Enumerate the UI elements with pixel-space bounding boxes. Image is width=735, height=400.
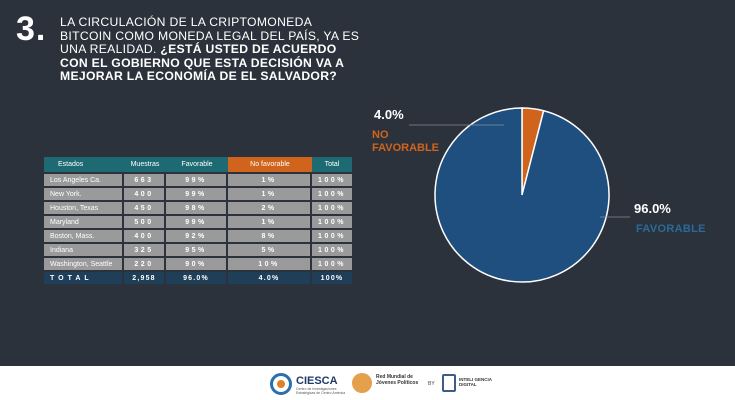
cell-favorable: 92% bbox=[166, 230, 228, 242]
table-row: Boston, Mass. 400 92% 8% 100% bbox=[44, 230, 352, 242]
cell-favorable: 99% bbox=[166, 174, 228, 186]
table-row: Maryland 500 99% 1% 100% bbox=[44, 216, 352, 228]
header-estados: Estados bbox=[44, 157, 124, 172]
cell-favorable: 95% bbox=[166, 244, 228, 256]
table-row: New York. 400 99% 1% 100% bbox=[44, 188, 352, 200]
cell-estado: Los Angeles Ca. bbox=[44, 174, 124, 186]
no-favorable-percent: 4.0% bbox=[374, 107, 404, 122]
question-text-plain: LA CIRCULACIÓN DE LA CRIPTOMONEDA BITCOI… bbox=[60, 15, 360, 57]
cell-muestras: 500 bbox=[124, 216, 166, 228]
by-text: BY bbox=[428, 381, 435, 387]
cell-estado: Maryland bbox=[44, 216, 124, 228]
question-text-bold: ¿ESTÁ USTED DE ACUERDO CON EL GOBIERNO Q… bbox=[60, 42, 344, 84]
cell-muestras: 220 bbox=[124, 258, 166, 270]
total-cell-total: 100% bbox=[312, 272, 352, 284]
total-cell-no-favorable: 4.0% bbox=[228, 272, 312, 284]
cell-favorable: 90% bbox=[166, 258, 228, 270]
footer-logos: CIESCA Centro de Investigaciones Estraté… bbox=[270, 372, 510, 396]
inteligencia-digital-logo-icon bbox=[442, 374, 456, 392]
ciesca-logo-text: CIESCA bbox=[296, 375, 338, 387]
cell-no-favorable: 2% bbox=[228, 202, 312, 214]
total-cell-favorable: 96.0% bbox=[166, 272, 228, 284]
cell-no-favorable: 1% bbox=[228, 188, 312, 200]
table-row: Indiana 325 95% 5% 100% bbox=[44, 244, 352, 256]
cell-total: 100% bbox=[312, 188, 352, 200]
cell-muestras: 663 bbox=[124, 174, 166, 186]
cell-total: 100% bbox=[312, 202, 352, 214]
header-no-favorable: No favorable bbox=[228, 157, 312, 172]
cell-total: 100% bbox=[312, 174, 352, 186]
table-body: Los Angeles Ca. 663 99% 1% 100% New York. 400 9… bbox=[44, 174, 352, 284]
results-table: Estados Muestras Favorable No favorable … bbox=[44, 155, 352, 286]
cell-estado: Indiana bbox=[44, 244, 124, 256]
cell-estado: Houston, Texas bbox=[44, 202, 124, 214]
cell-total: 100% bbox=[312, 244, 352, 256]
cell-total: 100% bbox=[312, 258, 352, 270]
cell-no-favorable: 10% bbox=[228, 258, 312, 270]
cell-total: 100% bbox=[312, 230, 352, 242]
cell-no-favorable: 1% bbox=[228, 216, 312, 228]
red-mundial-logo-text: Red Mundial de Jóvenes Políticos bbox=[376, 374, 419, 386]
table-row: Washington, Seattle 220 90% 10% 100% bbox=[44, 258, 352, 270]
table-total-row: TOTAL 2,958 96.0% 4.0% 100% bbox=[44, 272, 352, 284]
cell-muestras: 325 bbox=[124, 244, 166, 256]
slide-panel: 3. LA CIRCULACIÓN DE LA CRIPTOMONEDA BIT… bbox=[0, 0, 735, 366]
header-total: Total bbox=[312, 157, 352, 172]
table-row: Los Angeles Ca. 663 99% 1% 100% bbox=[44, 174, 352, 186]
favorable-percent: 96.0% bbox=[634, 201, 671, 216]
cell-no-favorable: 8% bbox=[228, 230, 312, 242]
ciesca-logo-subtitle: Centro de Investigaciones Estratégicas d… bbox=[296, 387, 346, 395]
question-text: LA CIRCULACIÓN DE LA CRIPTOMONEDA BITCOI… bbox=[60, 15, 360, 84]
cell-no-favorable: 1% bbox=[228, 174, 312, 186]
cell-total: 100% bbox=[312, 216, 352, 228]
cell-favorable: 99% bbox=[166, 216, 228, 228]
cell-favorable: 99% bbox=[166, 188, 228, 200]
red-mundial-logo-icon bbox=[352, 373, 372, 393]
cell-estado: New York. bbox=[44, 188, 124, 200]
table-header-row: Estados Muestras Favorable No favorable … bbox=[44, 157, 352, 172]
cell-estado: Washington, Seattle bbox=[44, 258, 124, 270]
ciesca-logo-icon bbox=[270, 373, 292, 395]
cell-muestras: 400 bbox=[124, 188, 166, 200]
inteligencia-digital-logo-text: INTELI GENCIA DIGITAL bbox=[459, 377, 492, 387]
header-favorable: Favorable bbox=[166, 157, 228, 172]
cell-no-favorable: 5% bbox=[228, 244, 312, 256]
table-row: Houston, Texas 450 98% 2% 100% bbox=[44, 202, 352, 214]
no-favorable-label: NO FAVORABLE bbox=[372, 129, 440, 154]
cell-favorable: 98% bbox=[166, 202, 228, 214]
cell-estado: Boston, Mass. bbox=[44, 230, 124, 242]
total-cell-muestras: 2,958 bbox=[124, 272, 166, 284]
favorable-label: FAVORABLE bbox=[636, 223, 706, 235]
question-number: 3. bbox=[16, 10, 47, 48]
pie-chart bbox=[409, 107, 630, 283]
cell-muestras: 450 bbox=[124, 202, 166, 214]
cell-muestras: 400 bbox=[124, 230, 166, 242]
pie-slice-favorable bbox=[434, 107, 610, 283]
header-muestras: Muestras bbox=[124, 157, 166, 172]
total-cell-estado: TOTAL bbox=[44, 272, 124, 284]
